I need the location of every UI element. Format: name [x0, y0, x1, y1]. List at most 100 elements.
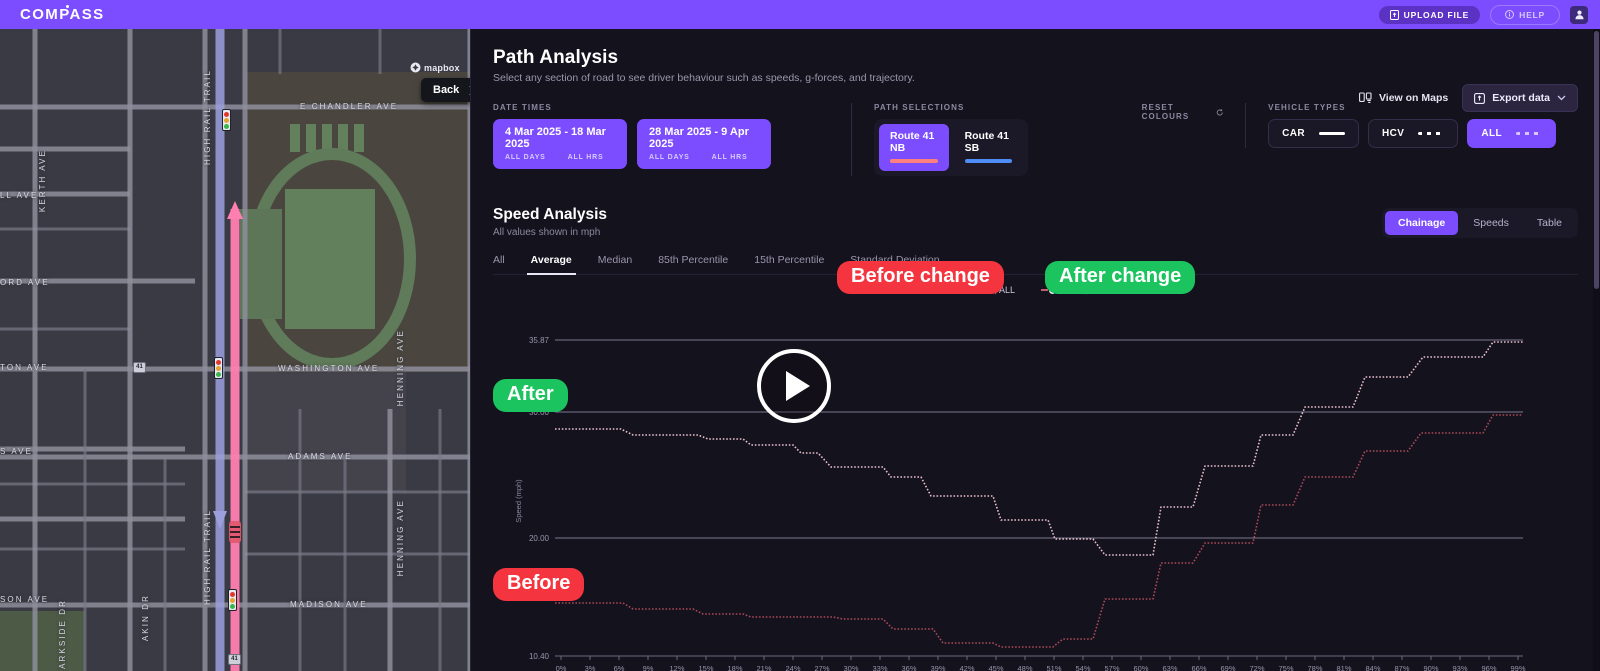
chart-svg[interactable]: 35.87 30.00 20.00 10.40 Speed (mph) [493, 311, 1575, 671]
callout-after: After [493, 379, 568, 412]
line-style-dotted-icon [1516, 132, 1542, 135]
tab-all[interactable]: All [493, 254, 505, 266]
street-label: ORD AVE [0, 278, 50, 287]
vehicle-type-label: CAR [1282, 128, 1306, 139]
svg-text:9%: 9% [643, 664, 654, 671]
chevron-down-icon [1557, 95, 1566, 101]
view-mode-speeds[interactable]: Speeds [1473, 217, 1509, 229]
mapbox-label: mapbox [424, 62, 460, 73]
svg-text:15%: 15% [698, 664, 713, 671]
date-range-label: 4 Mar 2025 - 18 Mar 2025 [505, 126, 606, 150]
speed-analysis-header: Speed Analysis All values shown in mph C… [493, 206, 1578, 238]
street-label: HENNING AVE [396, 329, 405, 407]
y-axis-labels: 35.87 30.00 20.00 10.40 [529, 336, 550, 661]
play-button[interactable] [757, 349, 831, 423]
date-range-chip-2[interactable]: 28 Mar 2025 - 9 Apr 2025 ALL DAYS ALL HR… [637, 119, 771, 169]
analysis-panel: Path Analysis Select any section of road… [470, 29, 1600, 671]
tab-85th-percentile[interactable]: 85th Percentile [658, 254, 729, 266]
map-panel[interactable]: E CHANDLER AVE WASHINGTON AVE ADAMS AVE … [0, 29, 470, 671]
svg-text:39%: 39% [930, 664, 945, 671]
callout-before-change: Before change [837, 261, 1004, 294]
tab-median[interactable]: Median [597, 254, 633, 266]
street-label: ADAMS AVE [288, 452, 353, 461]
view-mode-segmented-control: Chainage Speeds Table [1382, 208, 1578, 238]
route-nb-arrow [227, 201, 243, 219]
date-chip-row: 4 Mar 2025 - 18 Mar 2025 ALL DAYS ALL HR… [493, 119, 771, 169]
route-chip-sb[interactable]: Route 41 SB [954, 124, 1023, 171]
date-hours-label: ALL HRS [711, 154, 748, 161]
vehicle-type-chip-all[interactable]: ALL [1467, 119, 1556, 148]
svg-text:99%: 99% [1510, 664, 1525, 671]
speed-chart[interactable]: 35.87 30.00 20.00 10.40 Speed (mph) [493, 261, 1578, 671]
help-button[interactable]: HELP [1490, 4, 1560, 25]
svg-text:63%: 63% [1162, 664, 1177, 671]
street-label: MADISON AVE [290, 600, 368, 609]
vehicle-type-chip-car[interactable]: CAR [1268, 119, 1360, 148]
street-label: PARKSIDE DR [58, 599, 67, 671]
svg-text:36%: 36% [901, 664, 916, 671]
date-days-label: ALL DAYS [649, 154, 690, 161]
route-color-swatch [964, 159, 1012, 163]
svg-text:51%: 51% [1046, 664, 1061, 671]
line-style-solid-icon [1319, 132, 1346, 135]
app-logo: COMPASS [12, 5, 105, 23]
mapbox-attribution[interactable]: mapbox [410, 62, 460, 73]
tab-15th-percentile[interactable]: 15th Percentile [754, 254, 825, 266]
view-mode-table[interactable]: Table [1536, 217, 1562, 229]
speed-analysis-subtitle: All values shown in mph [493, 227, 601, 238]
svg-text:78%: 78% [1307, 664, 1322, 671]
date-range-chip-1[interactable]: 4 Mar 2025 - 18 Mar 2025 ALL DAYS ALL HR… [493, 119, 627, 169]
line-style-dotted-icon [1418, 132, 1445, 135]
svg-text:0%: 0% [556, 664, 567, 671]
page-subtitle: Select any section of road to see driver… [493, 72, 915, 84]
upload-file-button[interactable]: UPLOAD FILE [1378, 5, 1481, 24]
chevron-right-icon [469, 85, 470, 95]
tab-average[interactable]: Average [526, 254, 576, 275]
traffic-light-icon [214, 357, 223, 379]
back-button[interactable]: Back [421, 78, 470, 102]
street-label: WASHINGTON AVE [278, 364, 380, 373]
street-label: E CHANDLER AVE [300, 102, 399, 111]
route-shield-icon: 41 [133, 362, 146, 373]
view-on-maps-button[interactable]: View on Maps [1359, 92, 1448, 104]
map-canvas[interactable] [0, 29, 470, 671]
export-data-button[interactable]: Export data [1462, 84, 1578, 112]
route-chip-group: Route 41 NB Route 41 SB [874, 119, 1028, 176]
view-mode-chainage[interactable]: Chainage [1385, 211, 1459, 235]
svg-text:60%: 60% [1133, 664, 1148, 671]
vehicle-type-chip-hcv[interactable]: HCV [1368, 119, 1459, 148]
date-hours-label: ALL HRS [567, 154, 604, 161]
top-bar-actions: UPLOAD FILE HELP [1378, 4, 1588, 25]
main-body: E CHANDLER AVE WASHINGTON AVE ADAMS AVE … [0, 29, 1600, 671]
route-color-swatch [890, 159, 938, 163]
path-selections-label: PATH SELECTIONS [874, 103, 965, 112]
date-range-label: 28 Mar 2025 - 9 Apr 2025 [649, 126, 749, 150]
vertical-scrollbar[interactable] [1593, 29, 1600, 671]
svg-text:84%: 84% [1365, 664, 1380, 671]
svg-text:87%: 87% [1394, 664, 1409, 671]
traffic-light-icon [228, 589, 237, 611]
route-shield-icon: 41 [228, 654, 241, 665]
legend-label: , ALL [994, 285, 1015, 295]
svg-text:93%: 93% [1452, 664, 1467, 671]
user-avatar-button[interactable] [1570, 5, 1588, 24]
svg-text:3%: 3% [585, 664, 596, 671]
svg-text:69%: 69% [1220, 664, 1235, 671]
route-chip-nb[interactable]: Route 41 NB [879, 124, 949, 171]
path-selections-group: PATH SELECTIONS Route 41 NB Route 41 SB [851, 103, 1050, 176]
chart-gridlines [555, 339, 1523, 657]
street-label: HIGH RAIL TRAIL [203, 69, 212, 165]
svg-text:24%: 24% [785, 664, 800, 671]
scrollbar-thumb[interactable] [1594, 31, 1599, 289]
help-label: HELP [1519, 9, 1545, 20]
svg-text:12%: 12% [669, 664, 684, 671]
reset-colours-button[interactable]: RESET COLOURS [1142, 103, 1223, 121]
reset-colours-label: RESET COLOURS [1141, 103, 1190, 121]
svg-text:66%: 66% [1191, 664, 1206, 671]
date-days-label: ALL DAYS [505, 154, 546, 161]
statistic-tabs: All Average Median 85th Percentile 15th … [493, 254, 1578, 275]
svg-text:27%: 27% [814, 664, 829, 671]
vehicle-type-label: HCV [1382, 128, 1405, 139]
svg-text:75%: 75% [1278, 664, 1293, 671]
